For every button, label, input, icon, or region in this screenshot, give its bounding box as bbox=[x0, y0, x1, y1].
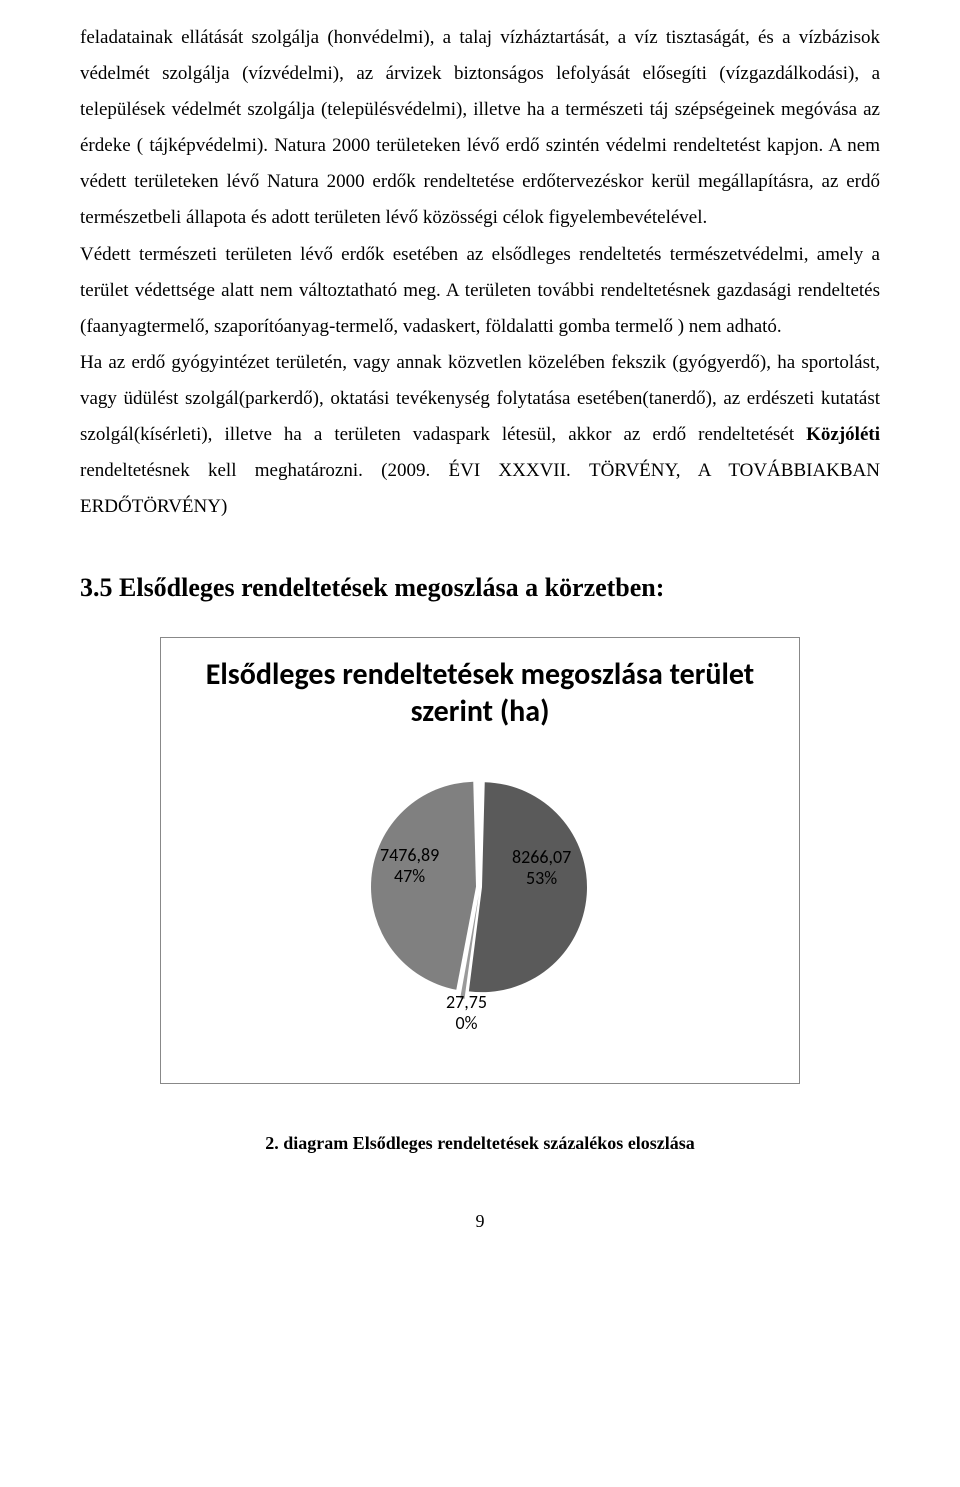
pie-chart: 8266,0753% 27,750% 7476,8947% bbox=[320, 767, 640, 1047]
body-text: feladatainak ellátását szolgálja (honvéd… bbox=[80, 20, 880, 525]
chart-container: Elsődleges rendeltetések megoszlása terü… bbox=[160, 637, 800, 1084]
paragraph-2: Védett természeti területen lévő erdők e… bbox=[80, 237, 880, 345]
p3-part1: Ha az erdő gyógyintézet területén, vagy … bbox=[80, 352, 880, 445]
p3-part4: ) bbox=[221, 496, 227, 517]
p3-part3: XXXVII. bbox=[480, 460, 589, 481]
section-heading: 3.5 Elsődleges rendeltetések megoszlása … bbox=[80, 563, 880, 612]
page-number: 9 bbox=[80, 1204, 880, 1238]
chart-title: Elsődleges rendeltetések megoszlása terü… bbox=[181, 656, 779, 731]
paragraph-3: Ha az erdő gyógyintézet területén, vagy … bbox=[80, 345, 880, 525]
paragraph-1: feladatainak ellátását szolgálja (honvéd… bbox=[80, 20, 880, 237]
section-title: Elsődleges rendeltetések megoszlása a kö… bbox=[119, 573, 664, 602]
chart-caption: 2. diagram Elsődleges rendeltetések száz… bbox=[80, 1126, 880, 1160]
pie-slice-label: 8266,0753% bbox=[512, 847, 571, 890]
pie-slice-label: 7476,8947% bbox=[380, 845, 439, 888]
p3-part2: rendeltetésnek kell meghatározni. (2009. bbox=[80, 460, 449, 481]
pie-slice-label: 27,750% bbox=[446, 992, 487, 1035]
section-number: 3.5 bbox=[80, 573, 113, 602]
p3-sc1: ÉVI bbox=[449, 460, 481, 481]
p3-bold: Közjóléti bbox=[806, 424, 880, 445]
